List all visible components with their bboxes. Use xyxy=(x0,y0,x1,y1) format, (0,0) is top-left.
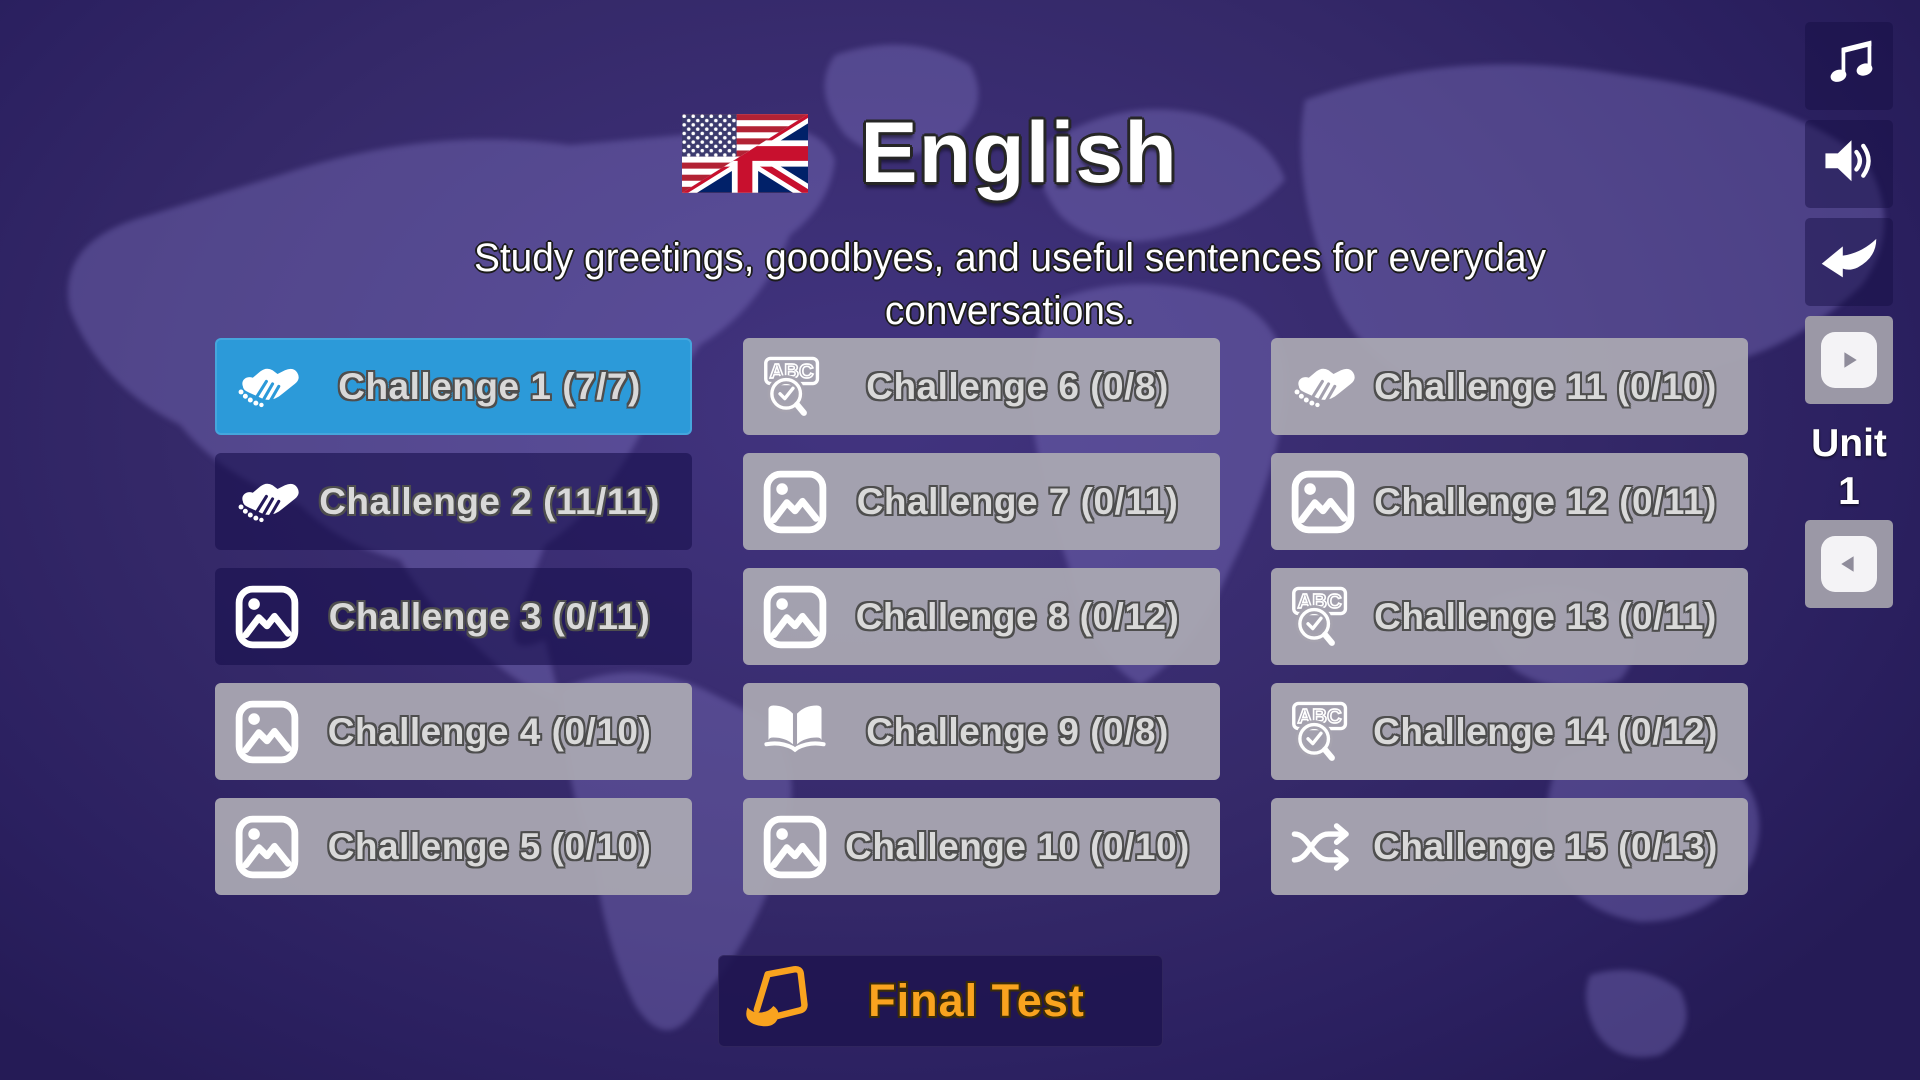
speaker-icon xyxy=(1818,131,1880,198)
challenge-15-button[interactable]: Challenge 15 (0/13) xyxy=(1271,798,1748,895)
unit-label: Unit 1 xyxy=(1785,420,1913,516)
challenge-7-button[interactable]: Challenge 7 (0/11) xyxy=(743,453,1220,550)
challenge-label: Challenge 14 (0/12) xyxy=(1373,710,1718,752)
abc-search-icon: ABC xyxy=(1289,583,1357,651)
unit-description: Study greetings, goodbyes, and useful se… xyxy=(473,236,1546,333)
challenge-14-button[interactable]: ABC Challenge 14 (0/12) xyxy=(1271,683,1748,780)
header: English xyxy=(0,104,1860,203)
challenge-label: Challenge 13 (0/11) xyxy=(1374,595,1717,637)
challenge-label: Challenge 6 (0/8) xyxy=(866,365,1169,407)
music-icon xyxy=(1818,33,1880,100)
challenge-1-button[interactable]: Challenge 1 (7/7) xyxy=(215,338,692,435)
challenge-6-button[interactable]: ABC Challenge 6 (0/8) xyxy=(743,338,1220,435)
challenge-label: Challenge 8 (0/12) xyxy=(855,595,1180,637)
challenge-12-button[interactable]: Challenge 12 (0/11) xyxy=(1271,453,1748,550)
final-test-button[interactable]: Final Test xyxy=(718,955,1163,1047)
challenge-label: Challenge 4 (0/10) xyxy=(327,710,652,752)
challenge-label: Challenge 15 (0/13) xyxy=(1373,825,1718,867)
play-icon xyxy=(1821,332,1877,388)
abc-search-icon: ABC xyxy=(761,353,829,421)
book-icon xyxy=(761,698,829,766)
sound-button[interactable] xyxy=(1805,120,1893,208)
sidebar: Unit 1 xyxy=(1805,0,1893,1080)
challenge-label: Challenge 7 (0/11) xyxy=(856,480,1179,522)
challenge-label: Challenge 9 (0/8) xyxy=(866,710,1169,752)
challenge-5-button[interactable]: Challenge 5 (0/10) xyxy=(215,798,692,895)
challenge-label: Challenge 3 (0/11) xyxy=(328,595,651,637)
unit-label-text: Unit xyxy=(1811,422,1887,465)
challenge-8-button[interactable]: Challenge 8 (0/12) xyxy=(743,568,1220,665)
shuffle-icon xyxy=(1289,813,1357,881)
prev-unit-button[interactable] xyxy=(1805,520,1893,608)
picture-icon xyxy=(233,698,301,766)
challenge-label: Challenge 1 (7/7) xyxy=(338,365,641,407)
picture-icon xyxy=(761,468,829,536)
test-paper-icon xyxy=(741,965,813,1037)
picture-icon xyxy=(761,583,829,651)
challenge-label: Challenge 11 (0/10) xyxy=(1374,365,1717,407)
picture-icon xyxy=(761,813,829,881)
challenge-label: Challenge 2 (11/11) xyxy=(319,480,660,522)
unit-number: 1 xyxy=(1838,470,1860,513)
final-test-label: Final Test xyxy=(868,975,1085,1026)
handshake-icon xyxy=(233,353,301,421)
challenge-label: Challenge 10 (0/10) xyxy=(845,825,1190,867)
back-button[interactable] xyxy=(1805,218,1893,306)
challenge-9-button[interactable]: Challenge 9 (0/8) xyxy=(743,683,1220,780)
challenge-11-button[interactable]: Challenge 11 (0/10) xyxy=(1271,338,1748,435)
challenge-10-button[interactable]: Challenge 10 (0/10) xyxy=(743,798,1220,895)
back-arrow-icon xyxy=(1818,229,1880,296)
next-unit-button[interactable] xyxy=(1805,316,1893,404)
challenge-13-button[interactable]: ABC Challenge 13 (0/11) xyxy=(1271,568,1748,665)
picture-icon xyxy=(1289,468,1357,536)
handshake-icon xyxy=(1289,353,1357,421)
challenge-label: Challenge 12 (0/11) xyxy=(1374,480,1717,522)
picture-icon xyxy=(233,813,301,881)
us-uk-flag-icon xyxy=(682,114,809,193)
picture-icon xyxy=(233,583,301,651)
handshake-icon xyxy=(233,468,301,536)
challenge-4-button[interactable]: Challenge 4 (0/10) xyxy=(215,683,692,780)
challenge-3-button[interactable]: Challenge 3 (0/11) xyxy=(215,568,692,665)
music-button[interactable] xyxy=(1805,22,1893,110)
challenge-2-button[interactable]: Challenge 2 (11/11) xyxy=(215,453,692,550)
challenge-grid: Challenge 1 (7/7) Challenge 2 (11/11) Chal… xyxy=(215,338,1748,895)
challenge-label: Challenge 5 (0/10) xyxy=(327,825,652,867)
play-reverse-icon xyxy=(1821,536,1877,592)
page-title: English xyxy=(860,105,1178,201)
abc-search-icon: ABC xyxy=(1289,698,1357,766)
